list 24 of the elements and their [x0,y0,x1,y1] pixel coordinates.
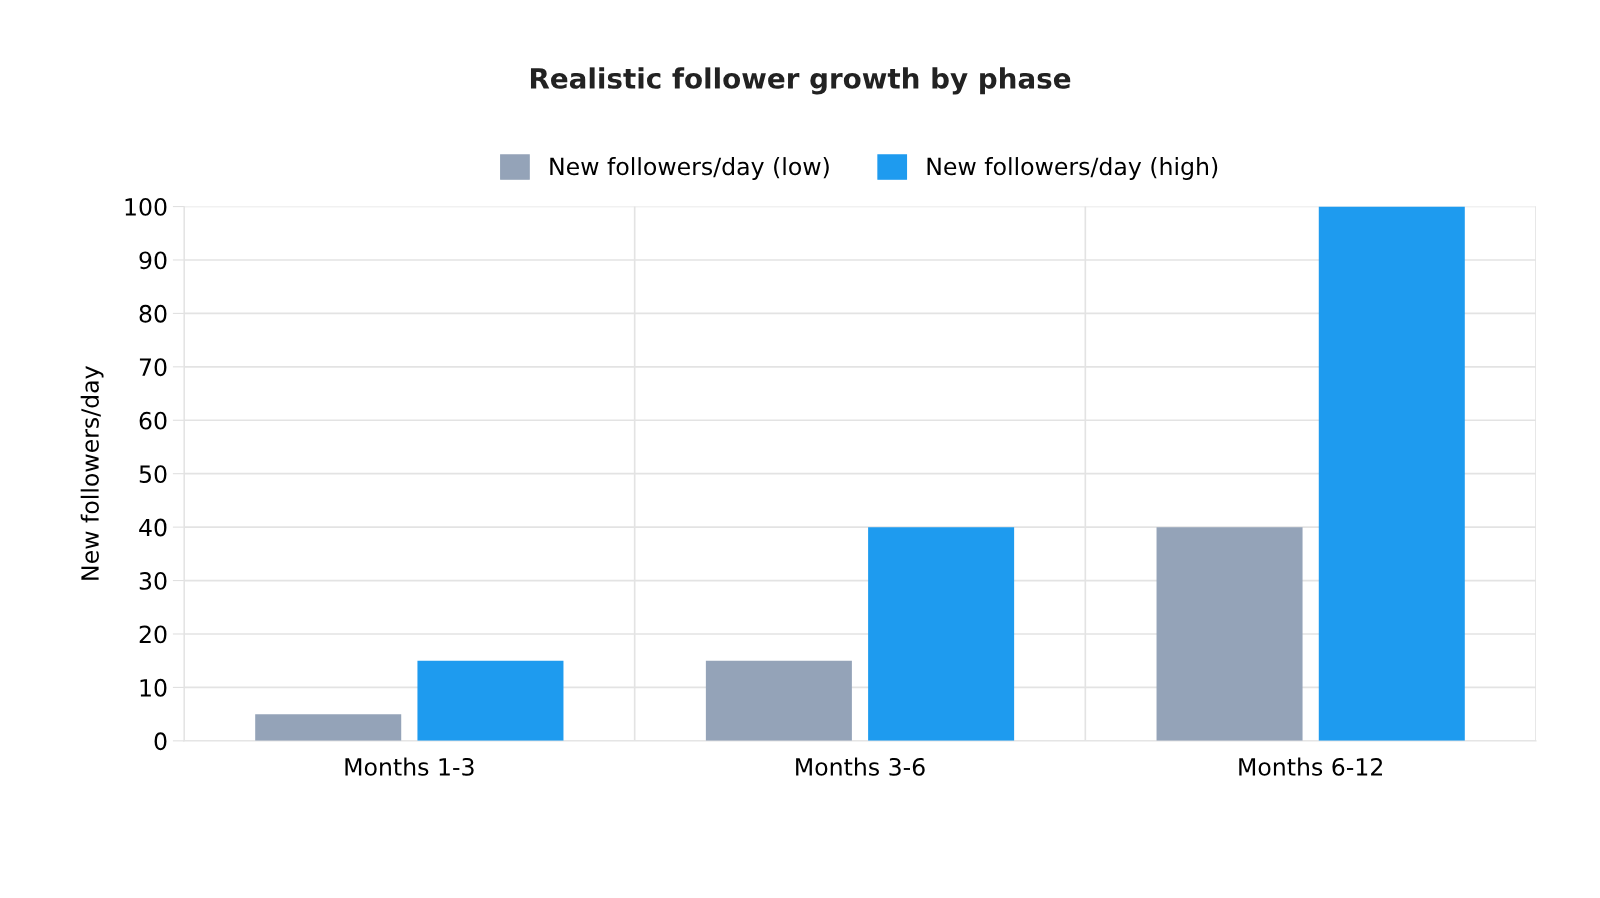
y-tick-label: 30 [139,572,167,590]
y-tick-label: 100 [125,197,167,216]
y-tick-label: 80 [139,304,167,323]
legend-label: New followers/day (low) [550,157,829,180]
bar [1156,527,1303,741]
bar [705,660,852,741]
legend-label: New followers/day (high) [927,157,1218,180]
x-tick-label: Months 6-12 [1239,757,1382,776]
y-tick-label: 0 [154,732,167,751]
chart-title: Realistic follower growth by phase [530,67,1071,95]
y-tick-label: 40 [139,518,167,537]
bar [868,527,1015,741]
y-tick-label: 90 [139,251,167,270]
y-axis-title: New followers/day [80,366,104,580]
bar [255,714,402,741]
x-tick-label: Months 3-6 [796,757,925,776]
bar [1318,206,1465,741]
y-tick-label: 50 [139,465,167,483]
bar [417,660,564,741]
x-tick-label: Months 1-3 [345,757,474,776]
y-tick-label: 70 [139,358,167,377]
y-tick-label: 60 [139,411,167,430]
y-tick-label: 20 [139,625,167,644]
y-tick-label: 10 [140,678,167,697]
